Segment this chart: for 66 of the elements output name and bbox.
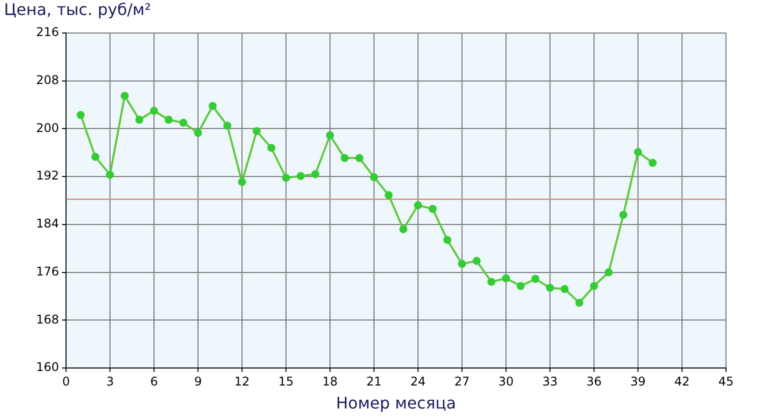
x-tick-label: 36 [586, 374, 602, 388]
point [384, 191, 393, 200]
y-tick-label: 168 [36, 312, 59, 326]
point [443, 236, 452, 244]
point [399, 225, 408, 234]
x-axis-title: Номер месяца [336, 394, 456, 413]
point [516, 282, 525, 290]
x-tick-label: 15 [278, 374, 294, 388]
point [282, 174, 290, 182]
point [634, 148, 642, 156]
y-tick-label: 192 [36, 168, 59, 183]
x-tick-label: 45 [718, 374, 734, 388]
point [267, 144, 276, 152]
point [296, 172, 305, 180]
y-tick-label: 216 [36, 25, 59, 40]
x-tick-label: 12 [234, 374, 250, 388]
y-tick-label: 184 [36, 216, 59, 231]
point [414, 201, 422, 210]
point [355, 154, 364, 162]
point [340, 154, 349, 162]
point [590, 282, 598, 290]
point [91, 152, 100, 161]
point [194, 128, 202, 137]
x-tick-label: 30 [498, 374, 514, 388]
point [560, 285, 569, 294]
point [575, 298, 584, 307]
x-tick-label: 9 [194, 374, 202, 388]
y-tick-label: 176 [36, 264, 59, 278]
point [502, 274, 510, 282]
x-tick-label: 18 [322, 374, 338, 388]
point [326, 131, 334, 140]
point [252, 127, 261, 136]
x-tick-label: 33 [542, 374, 558, 388]
point [311, 170, 320, 178]
point [648, 158, 657, 167]
point [428, 204, 437, 213]
x-tick-label: 24 [410, 374, 426, 388]
y-tick-label: 160 [36, 360, 59, 374]
point [164, 116, 173, 124]
point [604, 268, 613, 276]
point [223, 122, 232, 130]
point [135, 116, 144, 124]
x-tick-label: 27 [454, 374, 470, 388]
x-tick-label: 6 [150, 374, 158, 388]
point [208, 102, 217, 110]
point [458, 260, 466, 268]
point [546, 284, 554, 292]
point [370, 173, 378, 182]
y-tick-label: 200 [36, 120, 59, 135]
x-tick-label: 0 [62, 374, 70, 388]
point [150, 106, 158, 115]
point [487, 278, 496, 286]
x-tick-label: 39 [630, 374, 646, 388]
y-tick-label: 208 [36, 72, 59, 87]
x-tick-label: 42 [674, 374, 690, 388]
point [619, 210, 628, 219]
y-axis-title: Цена, тыс. руб/м² [4, 0, 151, 20]
point [106, 170, 114, 179]
point [531, 274, 540, 283]
x-tick-label: 3 [106, 374, 114, 388]
point [120, 92, 129, 100]
point [179, 118, 188, 127]
point [238, 178, 246, 186]
x-tick-label: 21 [366, 374, 382, 388]
point [472, 256, 481, 265]
point [76, 110, 85, 119]
